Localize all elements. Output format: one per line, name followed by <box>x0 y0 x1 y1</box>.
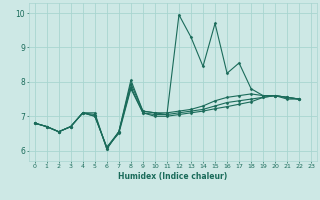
X-axis label: Humidex (Indice chaleur): Humidex (Indice chaleur) <box>118 172 228 181</box>
